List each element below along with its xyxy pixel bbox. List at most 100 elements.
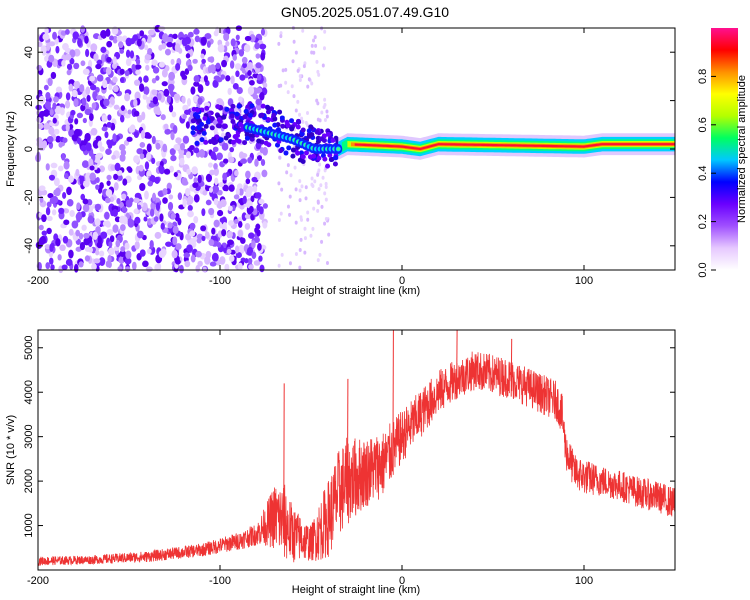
spectrogram-speckle bbox=[158, 44, 163, 51]
spectrogram-speckle bbox=[98, 257, 106, 266]
spectrogram-speckle bbox=[109, 35, 114, 41]
spectrogram-speckle bbox=[146, 143, 152, 153]
spectrogram-speckle bbox=[193, 81, 200, 87]
spectrogram-speckle bbox=[170, 131, 175, 141]
spectrogram-speckle bbox=[310, 43, 314, 48]
spectrogram-speckle bbox=[82, 203, 90, 213]
spectrogram-speckle bbox=[245, 170, 251, 179]
spectrogram-speckle bbox=[143, 75, 149, 83]
colorbar-tick-label: 0.4 bbox=[697, 166, 709, 181]
spectrogram-speckle bbox=[112, 76, 118, 83]
spectrogram-speckle bbox=[109, 235, 115, 243]
colorbar-ticks: 0.0 0.2 0.4 0.6 0.8 bbox=[697, 69, 716, 278]
spectrogram-speckle bbox=[157, 190, 164, 197]
spectrogram-speckle bbox=[38, 185, 46, 192]
spectrogram-speckle bbox=[183, 252, 191, 258]
spectrogram-speckle bbox=[251, 251, 257, 260]
spectrogram-speckle bbox=[168, 194, 174, 200]
spectrogram-speckle bbox=[158, 61, 165, 68]
spectrogram-speckle bbox=[219, 217, 226, 223]
spectrogram-speckle bbox=[254, 42, 260, 50]
spectrogram-speckle bbox=[95, 177, 100, 184]
spectrogram-speckle bbox=[259, 112, 265, 118]
spectrogram-speckle bbox=[278, 148, 284, 154]
colorbar-gradient bbox=[711, 28, 738, 270]
spectrogram-speckle bbox=[187, 210, 194, 218]
spectrogram-speckle bbox=[291, 59, 295, 64]
spectrogram-speckle bbox=[108, 247, 115, 256]
spectrogram-speckle bbox=[284, 80, 288, 85]
spectrogram-speckle bbox=[304, 196, 308, 201]
spectrogram-speckle bbox=[193, 28, 200, 35]
spectrogram-speckle bbox=[144, 190, 149, 200]
spectrogram-speckle bbox=[44, 55, 50, 62]
spectrogram-speckle bbox=[62, 137, 68, 143]
spectrogram-speckle bbox=[66, 198, 74, 207]
spectrogram-speckle bbox=[285, 170, 289, 175]
spectrogram-speckle bbox=[131, 261, 137, 271]
spectrogram-speckle bbox=[269, 106, 275, 112]
spectrogram-speckle bbox=[255, 141, 262, 150]
spectrogram-speckle bbox=[158, 250, 166, 259]
spectrogram-speckle bbox=[134, 79, 141, 86]
spectrogram-speckle bbox=[185, 53, 191, 59]
spectrogram-speckle bbox=[95, 86, 100, 93]
spectrogram-speckle bbox=[61, 153, 66, 161]
y-tick-label: -40 bbox=[23, 238, 35, 254]
spectrogram-speckle bbox=[306, 111, 310, 116]
spectrogram-speckle bbox=[311, 153, 317, 159]
spectrogram-speckle bbox=[332, 161, 338, 167]
spectrogram-speckle bbox=[102, 79, 108, 89]
spectrogram-speckle bbox=[292, 94, 296, 99]
spectrogram-speckle bbox=[177, 217, 182, 226]
spectrogram-speckle bbox=[52, 117, 57, 124]
spectrogram-speckle bbox=[72, 31, 80, 40]
spectrogram-speckle bbox=[320, 239, 324, 244]
spectrogram-speckle bbox=[175, 137, 182, 144]
spectrogram-speckle bbox=[164, 128, 171, 135]
spectrogram-speckle bbox=[125, 266, 131, 272]
spectrogram-speckle bbox=[120, 149, 127, 156]
spectrogram-speckle bbox=[140, 130, 146, 139]
spectrogram-speckle bbox=[45, 262, 51, 270]
spectrogram-speckle bbox=[208, 207, 215, 216]
spectrogram-speckle bbox=[73, 48, 81, 57]
spectrogram-speckle bbox=[57, 254, 62, 261]
spectrogram-speckle bbox=[139, 30, 145, 37]
spectrogram-speckle bbox=[295, 118, 301, 124]
spectrogram-speckle bbox=[190, 125, 196, 131]
spectrogram-speckle bbox=[204, 256, 211, 265]
spectrogram-speckle bbox=[36, 152, 41, 162]
spectrogram-speckle bbox=[288, 261, 292, 266]
spectrogram-speckle bbox=[103, 98, 110, 107]
spectrogram-speckle bbox=[74, 118, 79, 125]
spectrogram-speckle bbox=[322, 46, 326, 51]
spectrogram-speckle bbox=[227, 87, 232, 96]
spectrogram-speckle bbox=[134, 64, 142, 70]
spectrogram-speckle bbox=[162, 197, 168, 204]
spectrogram-speckle bbox=[211, 227, 216, 235]
spectrogram-speckle bbox=[242, 195, 247, 204]
spectrogram-speckle bbox=[111, 154, 117, 160]
spectrogram-ridge bbox=[243, 122, 675, 160]
spectrogram-speckle bbox=[55, 45, 60, 54]
spectrogram-speckle bbox=[233, 218, 239, 225]
spectrogram-speckle bbox=[313, 35, 317, 40]
spectrogram-speckle bbox=[124, 257, 132, 265]
spectrogram-speckle bbox=[221, 142, 229, 151]
spectrogram-speckle bbox=[129, 50, 135, 59]
spectrogram-speckle bbox=[155, 75, 160, 81]
spectrogram-speckle bbox=[230, 75, 235, 85]
spectrogram-speckle bbox=[164, 48, 171, 56]
spectrogram-speckle bbox=[302, 64, 306, 69]
spectrogram-speckle bbox=[65, 258, 73, 266]
spectrogram-speckle bbox=[37, 139, 44, 148]
spectrogram-speckle bbox=[145, 266, 153, 272]
spectrogram-speckle bbox=[172, 125, 178, 134]
spectrogram-speckle bbox=[85, 142, 92, 152]
spectrogram-speckle bbox=[119, 114, 125, 123]
spectrogram-speckle bbox=[323, 102, 327, 107]
spectrogram-speckle bbox=[298, 74, 302, 79]
spectrogram-speckle bbox=[48, 126, 55, 135]
